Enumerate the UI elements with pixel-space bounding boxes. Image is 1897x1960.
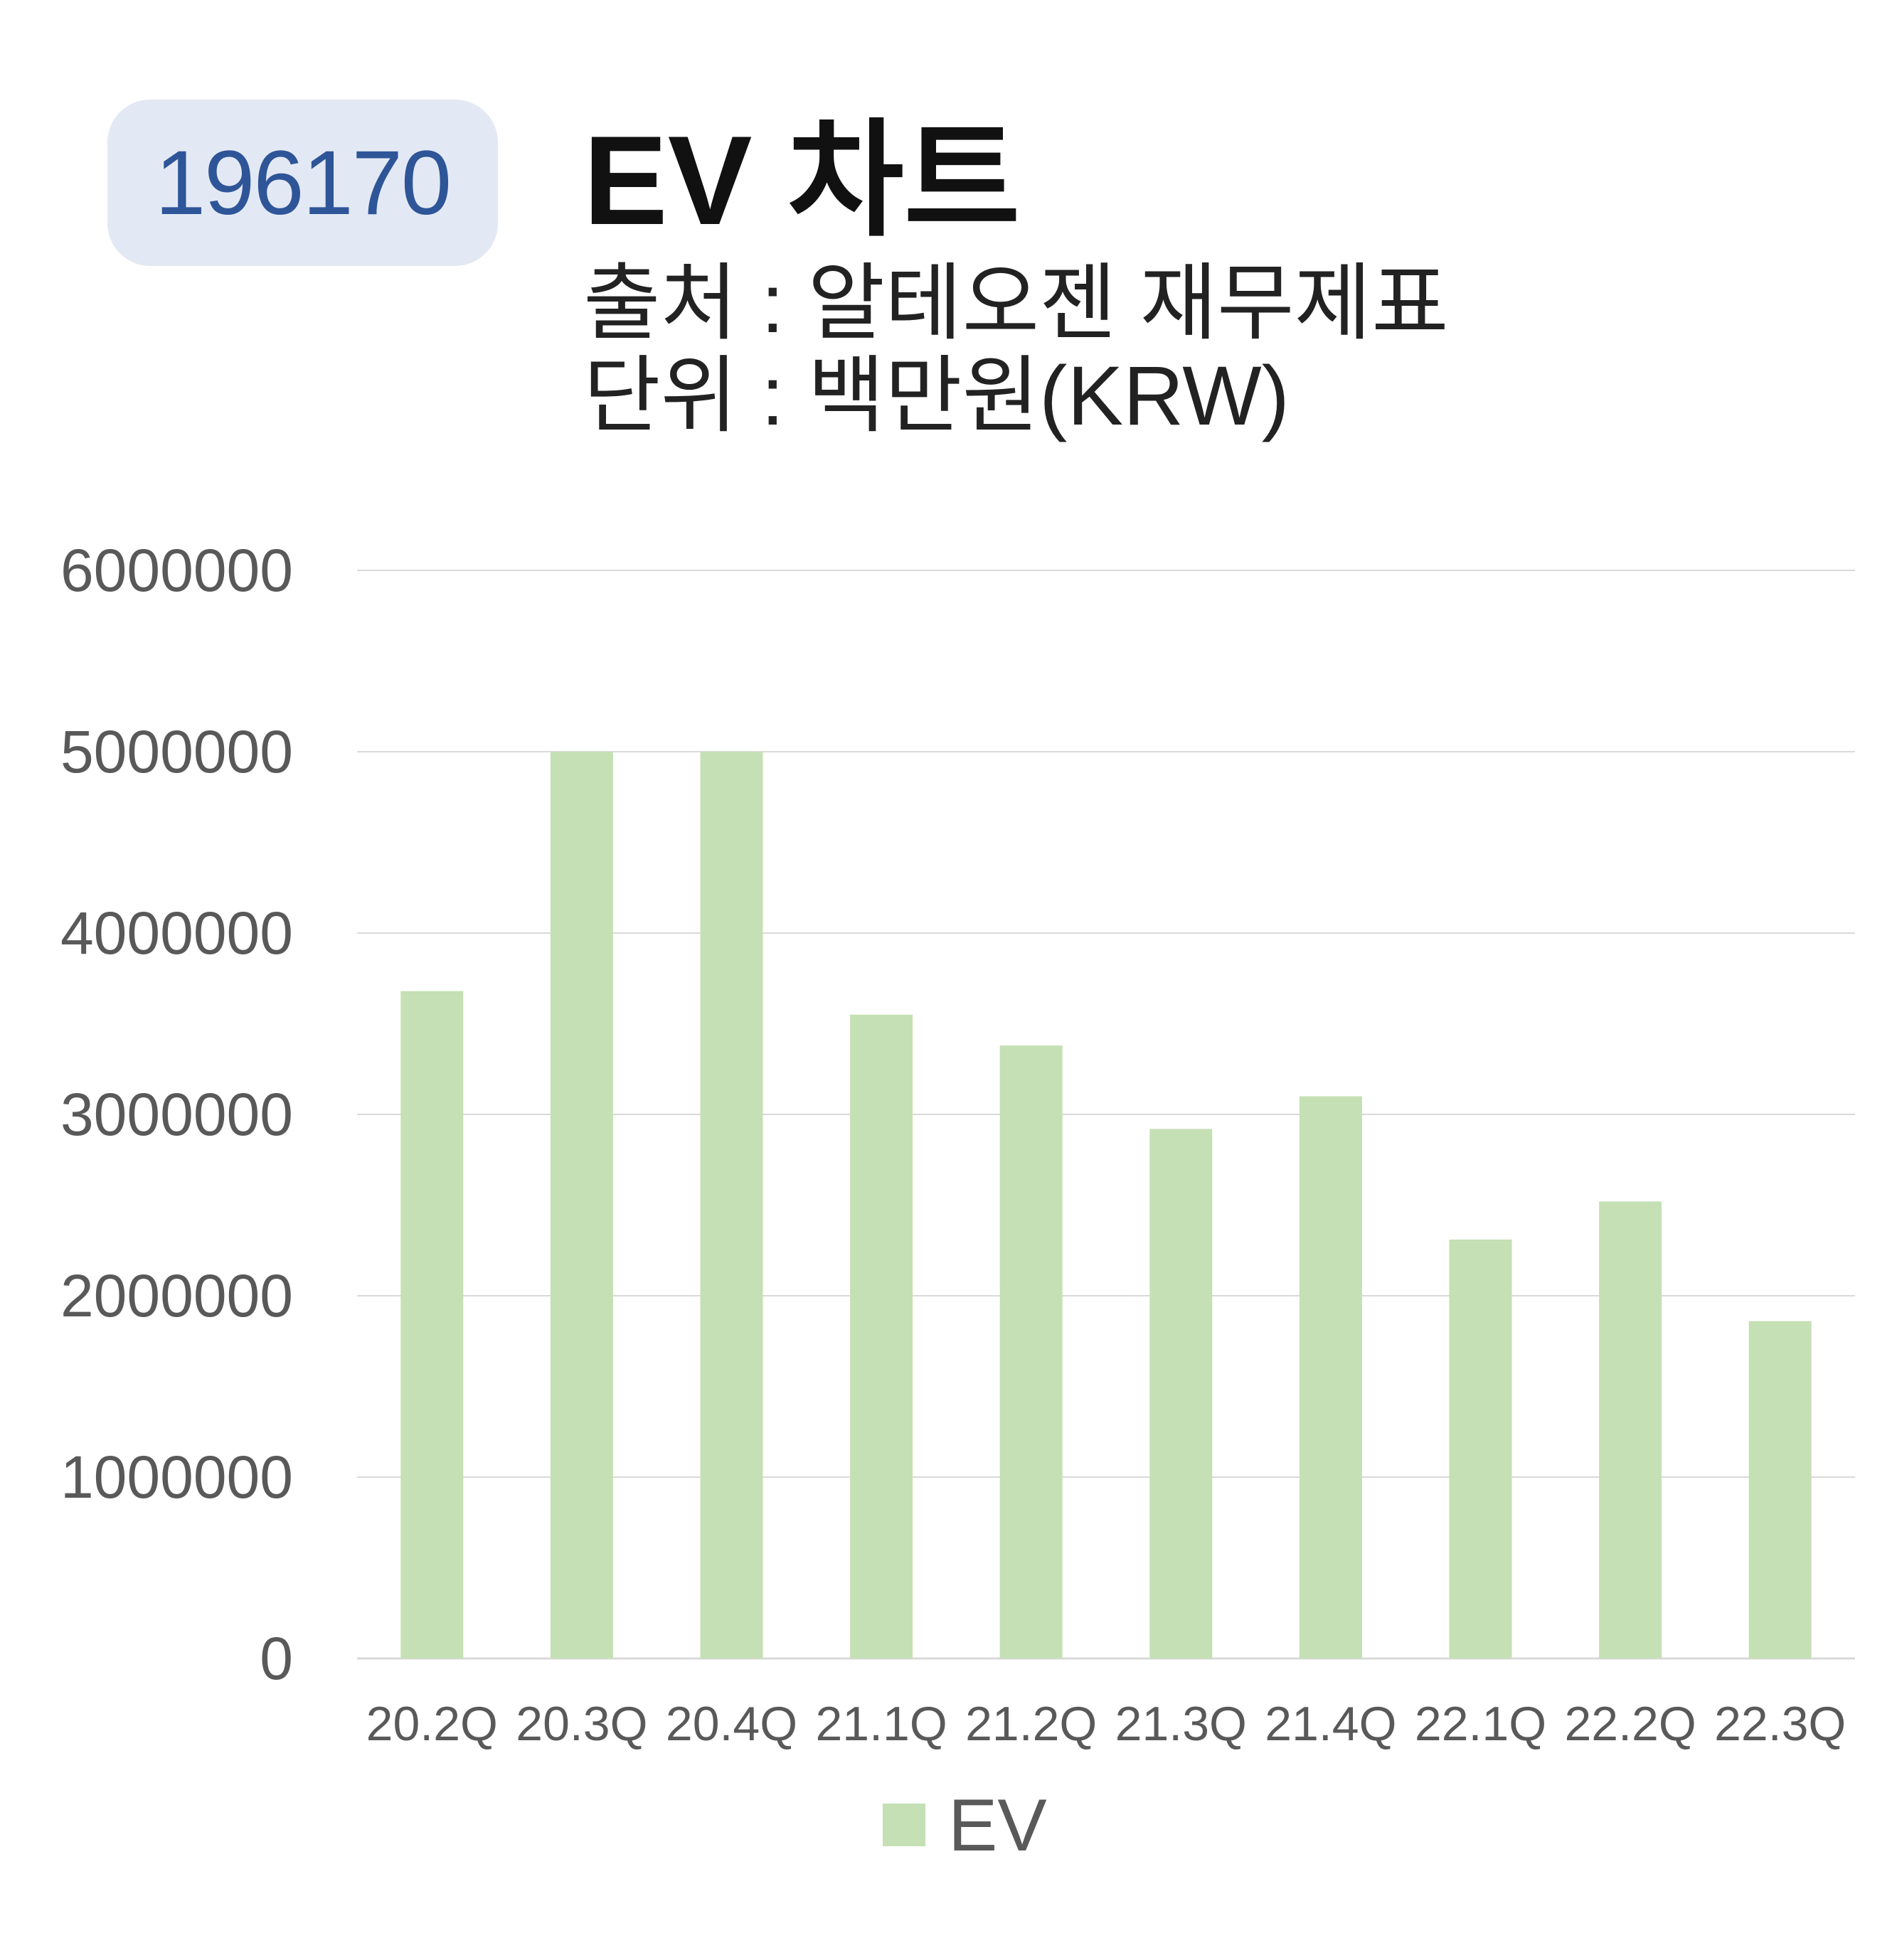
x-tick-label: 22.3Q: [1714, 1697, 1846, 1751]
y-tick-label: 4000000: [60, 900, 293, 966]
y-tick-label: 2000000: [60, 1262, 293, 1329]
x-tick-label: 22.1Q: [1415, 1697, 1546, 1751]
bar-20.4Q: [700, 752, 763, 1658]
x-tick-label: 20.2Q: [366, 1697, 498, 1751]
bar-21.4Q: [1299, 1096, 1362, 1658]
x-tick-label: 21.1Q: [815, 1697, 947, 1751]
x-tick-label: 22.2Q: [1564, 1697, 1696, 1751]
stock-code-badge: 196170: [107, 100, 498, 266]
bar-20.3Q: [550, 752, 613, 1658]
y-tick-label: 1000000: [60, 1444, 293, 1511]
legend-label: EV: [948, 1784, 1047, 1867]
bar-21.1Q: [850, 1014, 913, 1658]
x-tick-label: 21.2Q: [965, 1697, 1097, 1751]
x-tick-label: 21.4Q: [1265, 1697, 1396, 1751]
x-tick-label: 20.3Q: [516, 1697, 647, 1751]
bar-21.3Q: [1149, 1129, 1213, 1658]
legend-swatch: [883, 1804, 925, 1846]
y-tick-label: 3000000: [60, 1081, 293, 1148]
legend: EV: [883, 1784, 1047, 1867]
source-label: 출처 : 알테오젠 재무제표: [583, 257, 1449, 351]
bar-20.2Q: [400, 991, 464, 1658]
unit-label: 단위 : 백만원(KRW): [583, 349, 1290, 443]
bars: [400, 752, 1812, 1658]
x-axis-ticks: 20.2Q 20.3Q 20.4Q 21.1Q 21.2Q 21.3Q 21.4Q 22.1Q…: [366, 1697, 1846, 1751]
bar-22.2Q: [1599, 1201, 1662, 1658]
y-tick-label: 0: [260, 1625, 293, 1692]
x-tick-label: 21.3Q: [1115, 1697, 1247, 1751]
x-tick-label: 20.4Q: [666, 1697, 797, 1751]
bar-21.2Q: [999, 1045, 1063, 1658]
bar-22.3Q: [1748, 1321, 1812, 1658]
y-axis-ticks: 0 1000000 2000000 3000000 4000000 5000000 6000…: [60, 537, 293, 1692]
y-tick-label: 5000000: [60, 718, 293, 785]
y-tick-label: 6000000: [60, 537, 293, 604]
chart-title: EV 차트: [583, 110, 1021, 251]
bar-22.1Q: [1449, 1239, 1512, 1658]
